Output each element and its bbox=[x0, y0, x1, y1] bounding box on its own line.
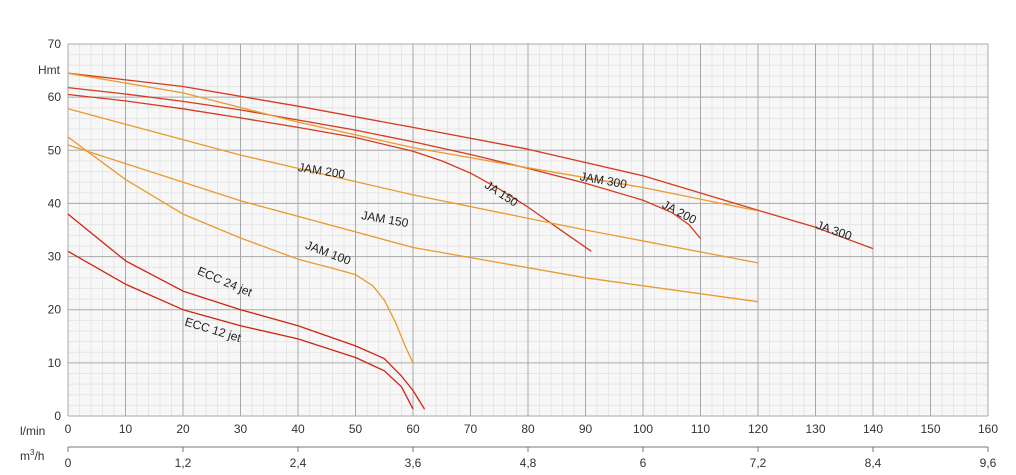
y-tick-label: 60 bbox=[48, 90, 62, 104]
x-tick-label: 140 bbox=[863, 422, 883, 436]
x-tick-label: 0 bbox=[65, 422, 72, 436]
secondary-x-tick-label: 0 bbox=[65, 456, 72, 470]
x-tick-label: 10 bbox=[119, 422, 133, 436]
series-line-jam-100 bbox=[67, 136, 414, 364]
secondary-x-tick-label: 8,4 bbox=[865, 456, 882, 470]
secondary-x-tick-label: 2,4 bbox=[290, 456, 307, 470]
x-axis-label: l/min bbox=[20, 424, 45, 438]
y-tick-label: 0 bbox=[54, 409, 61, 423]
secondary-x-axis-tick-labels: 0 1,2 2,4 3,6 4,8 6 7,2 8,4 9,6 bbox=[65, 447, 997, 470]
x-tick-label: 160 bbox=[978, 422, 998, 436]
y-tick-label: 40 bbox=[48, 196, 62, 210]
x-tick-label: 130 bbox=[805, 422, 825, 436]
y-axis-tick-labels: 0 10 20 30 40 50 60 70 bbox=[48, 37, 62, 423]
secondary-x-tick-label: 3,6 bbox=[405, 456, 422, 470]
x-tick-label: 20 bbox=[176, 422, 190, 436]
series-line-ja-300 bbox=[67, 72, 874, 250]
series-line-jam-200 bbox=[67, 108, 759, 264]
y-tick-label: 20 bbox=[48, 303, 62, 317]
secondary-x-tick-label: 7,2 bbox=[750, 456, 767, 470]
x-tick-label: 70 bbox=[464, 422, 478, 436]
y-tick-label: 70 bbox=[48, 37, 62, 51]
x-tick-label: 80 bbox=[521, 422, 535, 436]
x-tick-label: 50 bbox=[349, 422, 363, 436]
series-line-ja-150 bbox=[67, 93, 592, 252]
series-line-ecc-24-jet bbox=[67, 213, 426, 410]
x-tick-label: 150 bbox=[920, 422, 940, 436]
x-tick-label: 120 bbox=[748, 422, 768, 436]
y-tick-label: 50 bbox=[48, 143, 62, 157]
series-line-ecc-12-jet bbox=[67, 250, 414, 410]
series-line-jam-300 bbox=[67, 72, 759, 212]
series-line-ja-200 bbox=[67, 86, 701, 239]
y-axis-label: Hmt bbox=[38, 63, 61, 77]
series-line-jam-150 bbox=[67, 144, 759, 303]
x-tick-label: 90 bbox=[579, 422, 593, 436]
secondary-x-tick-label: 9,6 bbox=[980, 456, 997, 470]
x-tick-label: 30 bbox=[234, 422, 248, 436]
x-tick-label: 110 bbox=[691, 422, 710, 436]
y-tick-label: 30 bbox=[48, 250, 62, 264]
y-tick-label: 10 bbox=[48, 356, 62, 370]
secondary-x-tick-label: 4,8 bbox=[520, 456, 537, 470]
x-tick-label: 100 bbox=[633, 422, 653, 436]
x-axis-tick-labels: 0 10 20 30 40 50 60 70 80 90 100 110 120 130 140 150 160 bbox=[65, 422, 999, 436]
x-tick-label: 60 bbox=[406, 422, 420, 436]
secondary-x-axis-label: m3/h bbox=[20, 448, 44, 463]
series-lines bbox=[67, 72, 874, 410]
secondary-x-tick-label: 1,2 bbox=[175, 456, 192, 470]
x-tick-label: 40 bbox=[291, 422, 305, 436]
secondary-x-tick-label: 6 bbox=[640, 456, 647, 470]
